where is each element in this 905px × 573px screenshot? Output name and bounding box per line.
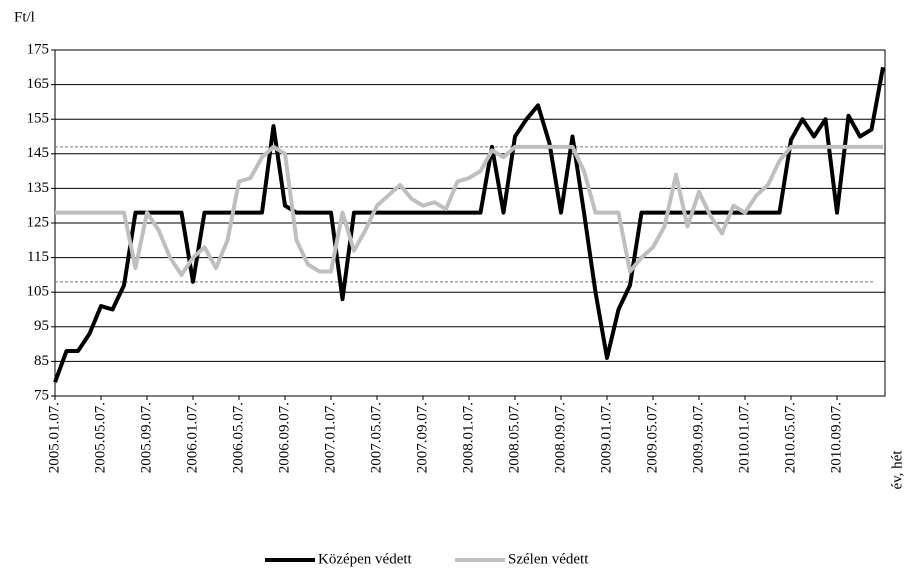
y-tick-label: 155 (27, 111, 50, 127)
y-tick-label: 115 (27, 249, 49, 265)
x-tick-label: 2005.09.07. (138, 402, 154, 473)
y-axis-label: Ft/l (14, 9, 35, 25)
y-tick-label: 95 (34, 318, 49, 334)
y-tick-label: 165 (27, 76, 50, 92)
x-tick-label: 2007.05.07. (368, 402, 384, 473)
x-tick-label: 2010.09.07. (828, 402, 844, 473)
x-axis-label: év, hét (889, 450, 905, 490)
x-tick-label: 2008.05.07. (506, 402, 522, 473)
x-tick-label: 2008.01.07. (460, 402, 476, 473)
plot-border (54, 49, 886, 397)
series-line (53, 66, 885, 383)
x-tick-label: 2009.01.07. (598, 402, 614, 473)
series-line (55, 144, 883, 277)
x-tick-label: 2006.05.07. (230, 402, 246, 473)
y-tick-label: 135 (27, 180, 50, 196)
x-tick-label: 2009.05.07. (644, 402, 660, 473)
x-tick-label: 2010.01.07. (736, 402, 752, 473)
x-tick-label: 2007.09.07. (414, 402, 430, 473)
x-tick-label: 2005.01.07. (46, 402, 62, 473)
x-tick-label: 2009.09.07. (690, 402, 706, 473)
x-tick-label: 2006.09.07. (276, 402, 292, 473)
y-tick-label: 175 (27, 41, 50, 57)
legend-label: Középen védett (318, 551, 413, 567)
y-tick-label: 145 (27, 145, 50, 161)
y-tick-label: 75 (34, 387, 49, 403)
y-tick-label: 105 (27, 284, 50, 300)
x-tick-label: 2010.05.07. (782, 402, 798, 473)
x-tick-label: 2006.01.07. (184, 402, 200, 473)
y-tick-label: 125 (27, 214, 50, 230)
x-tick-label: 2007.01.07. (322, 402, 338, 473)
legend-label: Szélen védett (508, 551, 589, 567)
y-tick-label: 85 (34, 353, 49, 369)
x-tick-label: 2008.09.07. (552, 402, 568, 473)
x-tick-label: 2005.05.07. (92, 402, 108, 473)
